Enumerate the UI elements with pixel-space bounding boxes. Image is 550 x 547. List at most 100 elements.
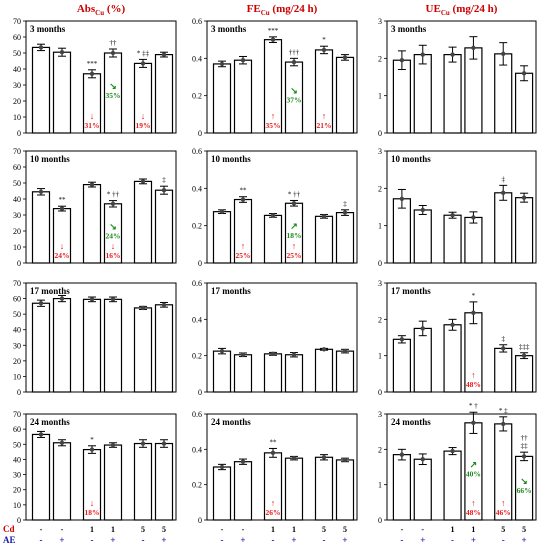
y-tick-label: 10 [13, 372, 21, 381]
mean-marker [501, 190, 506, 196]
change-arrow: ↘ [109, 221, 117, 231]
cd-tick-label: - [40, 525, 43, 534]
bar [31, 302, 51, 393]
cd-tick-label: 5 [501, 525, 505, 534]
mean-marker [89, 297, 95, 302]
y-tick-label: 60 [13, 425, 21, 434]
change-arrow: ↗ [470, 459, 478, 469]
row-label: 24 months [30, 417, 70, 427]
bar [52, 51, 72, 134]
column-title: FECu (mg/24 h) [247, 3, 318, 17]
bar [133, 180, 153, 264]
y-tick-label: 0 [17, 516, 21, 525]
bar [31, 433, 51, 521]
significance-label: †† [110, 39, 118, 47]
y-tick-label: 20 [13, 486, 21, 495]
bar [413, 327, 432, 393]
y-tick-label: 30 [13, 341, 21, 350]
y-tick-label: 0.2 [192, 481, 202, 490]
change-arrow: ↑ [501, 498, 506, 508]
ae-tick-label: + [420, 535, 425, 545]
change-arrow: ↑ [471, 370, 476, 380]
bar [514, 355, 534, 393]
bar [133, 442, 153, 521]
change-percent: 35% [106, 91, 121, 100]
bar [263, 353, 283, 393]
mean-marker [420, 207, 425, 213]
cd-tick-label: 1 [292, 525, 296, 534]
change-arrow: ↑ [471, 498, 476, 508]
bar [82, 184, 102, 264]
cd-tick-label: - [401, 525, 404, 534]
mean-marker [59, 50, 65, 55]
mean-marker [321, 214, 327, 219]
y-tick-label: 20 [13, 227, 21, 236]
mean-marker [38, 45, 44, 50]
y-tick-label: 40 [13, 326, 21, 335]
mean-marker [89, 71, 95, 77]
cd-tick-label: - [421, 525, 424, 534]
y-tick-label: 10 [13, 243, 21, 252]
y-tick-label: 2 [378, 54, 382, 63]
ae-tick-label: - [400, 535, 403, 545]
mean-marker [399, 337, 405, 342]
mean-marker [219, 209, 225, 214]
mean-marker [291, 59, 297, 65]
cd-tick-label: 5 [343, 525, 347, 534]
change-percent: 16% [106, 251, 121, 260]
bar [335, 56, 355, 134]
y-tick-label: 0.6 [192, 410, 202, 419]
y-tick-label: 1 [378, 92, 382, 101]
mean-marker [471, 215, 476, 220]
bar [31, 46, 51, 134]
ae-tick-label: - [91, 535, 94, 545]
bar [464, 216, 483, 264]
cd-tick-label: - [242, 525, 245, 534]
cd-tick-label: 1 [90, 525, 94, 534]
bar [212, 350, 232, 393]
cd-tick-label: - [221, 525, 224, 534]
mean-marker [471, 45, 476, 51]
ae-tick-label: - [502, 535, 505, 545]
significance-label: * ‡ [499, 407, 508, 415]
mean-marker [240, 459, 246, 464]
y-tick-label: 0 [198, 516, 202, 525]
significance-label: ‡ [501, 335, 505, 343]
bar [392, 59, 411, 134]
cd-tick-label: 1 [271, 525, 275, 534]
y-tick-label: 0.4 [192, 184, 202, 193]
significance-label: *** [87, 60, 98, 68]
significance-label: * † [469, 402, 478, 410]
change-arrow: ↓ [141, 111, 146, 121]
mean-marker [399, 58, 405, 63]
bar [103, 444, 123, 521]
change-arrow: ↓ [90, 111, 95, 121]
bar [212, 63, 232, 134]
y-tick-label: 3 [378, 147, 382, 156]
change-percent: 21% [317, 121, 332, 130]
y-tick-label: 0 [198, 388, 202, 397]
bar [263, 214, 283, 264]
mean-marker [521, 71, 527, 76]
bar [494, 192, 513, 264]
bar [82, 298, 102, 393]
y-tick-label: 40 [13, 65, 21, 74]
ae-tick-label: + [342, 535, 347, 545]
change-percent: 48% [466, 380, 481, 389]
y-tick-label: 1 [378, 222, 382, 231]
row-label: 3 months [30, 24, 66, 34]
y-tick-label: 0 [17, 388, 21, 397]
mean-marker [420, 326, 425, 331]
y-tick-label: 0 [17, 129, 21, 138]
bar [133, 307, 153, 393]
row-label: 10 months [30, 154, 70, 164]
y-tick-label: 1 [378, 481, 382, 490]
change-percent: 46% [496, 508, 511, 517]
y-tick-label: 0.4 [192, 315, 202, 324]
mean-marker [399, 452, 405, 457]
mean-marker [291, 201, 297, 206]
y-tick-label: 0.6 [192, 147, 202, 156]
bar [443, 450, 462, 521]
change-percent: 25% [236, 251, 251, 260]
